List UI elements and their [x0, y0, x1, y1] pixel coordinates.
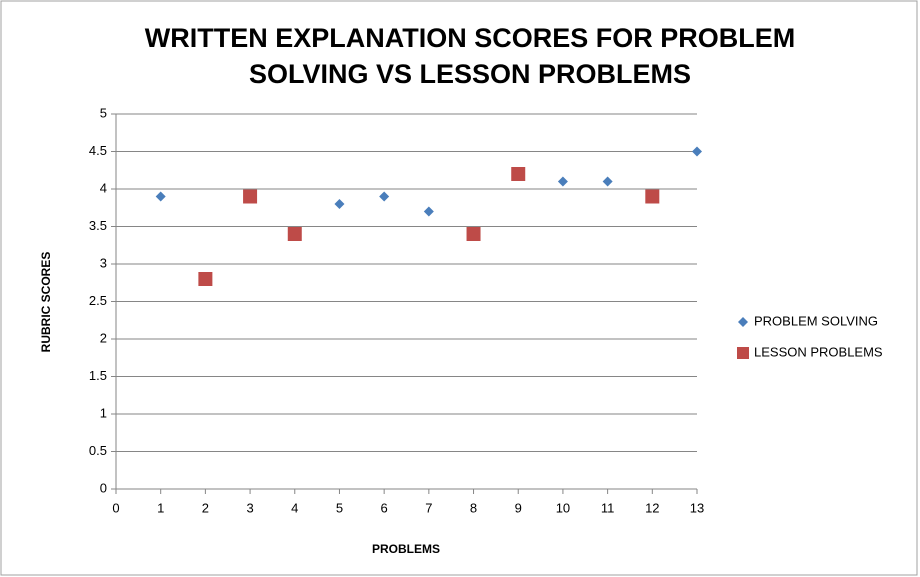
x-tick-label: 13	[690, 500, 704, 515]
x-tick-label: 7	[425, 500, 432, 515]
point	[557, 176, 568, 187]
x-tick-label: 11	[601, 500, 615, 515]
x-tick-label: 2	[202, 500, 209, 515]
legend-marker	[737, 347, 749, 359]
y-tick-label: 4.5	[89, 143, 107, 158]
point	[334, 199, 345, 209]
chart-title: WRITTEN EXPLANATION SCORES FOR PROBLEM	[145, 23, 796, 53]
legend-marker	[738, 317, 748, 327]
y-tick-label: 5	[100, 105, 107, 120]
point	[423, 206, 434, 217]
y-tick-label: 0.5	[89, 443, 107, 458]
y-tick-label: 2.5	[89, 293, 107, 308]
point	[602, 176, 613, 187]
x-tick-label: 9	[515, 500, 522, 515]
x-tick-label: 5	[336, 500, 343, 515]
point	[511, 167, 526, 181]
y-tick-label: 0	[100, 480, 107, 495]
x-tick-label: 6	[381, 500, 388, 515]
x-axis-title: PROBLEMS	[372, 542, 440, 556]
x-tick-label: 1	[157, 500, 164, 515]
x-tick-label: 8	[470, 500, 477, 515]
point	[466, 227, 481, 241]
y-tick-label: 3	[100, 255, 107, 270]
point	[243, 189, 258, 204]
legend-label: PROBLEM SOLVING	[754, 313, 878, 328]
point	[155, 191, 166, 202]
legend-label: LESSON PROBLEMS	[754, 344, 883, 359]
point	[198, 272, 213, 286]
y-axis-title: RUBRIC SCORES	[39, 252, 53, 353]
point	[645, 189, 660, 204]
x-tick-label: 0	[112, 500, 119, 515]
x-tick-label: 3	[246, 500, 253, 515]
chart-title: SOLVING VS LESSON PROBLEMS	[249, 59, 691, 89]
point	[692, 146, 702, 157]
y-tick-label: 1	[100, 405, 107, 420]
x-tick-label: 10	[556, 500, 570, 515]
x-tick-label: 12	[645, 500, 659, 515]
y-tick-label: 3.5	[89, 218, 107, 233]
point	[379, 191, 390, 202]
x-tick-label: 4	[291, 500, 298, 515]
y-tick-label: 2	[100, 330, 107, 345]
point	[287, 227, 302, 241]
y-tick-label: 1.5	[89, 368, 107, 383]
y-tick-label: 4	[100, 180, 107, 195]
